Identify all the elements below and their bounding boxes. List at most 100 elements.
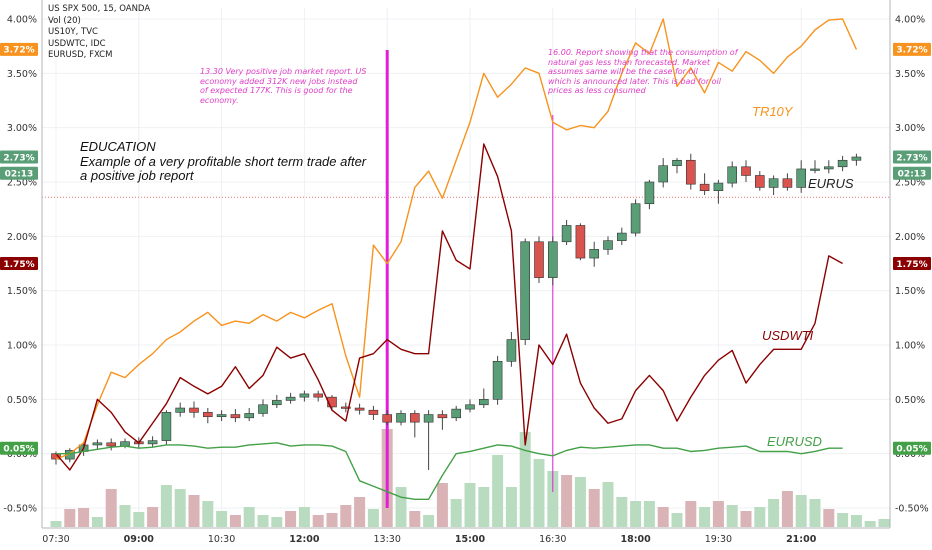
volume-bar (298, 507, 310, 527)
volume-bar (450, 499, 462, 527)
candle-body (340, 406, 351, 409)
legend: US SPX 500, 15, OANDA Vol (20) US10Y, TV… (48, 4, 150, 62)
volume-bar (367, 509, 379, 527)
volume-bar (643, 501, 655, 527)
candle-body (630, 203, 641, 234)
volume-bar (174, 489, 186, 527)
volume-bar (492, 455, 504, 527)
volume-bar (340, 505, 352, 527)
candle-body (575, 225, 586, 259)
price-badge-text-right: 0.05% (896, 445, 927, 455)
note-natural-gas-line: which is announced later. This is bad fo… (548, 76, 721, 86)
volume-bar (216, 511, 228, 527)
volume-bar (78, 508, 90, 527)
label-eurusd: EURUSD (767, 434, 822, 449)
education-text: EDUCATION Example of a very profitable s… (80, 139, 367, 184)
price-badge-text-left: 1.75% (3, 260, 34, 270)
price-badge-left (0, 441, 38, 455)
candle-body (534, 241, 544, 278)
price-badge-right (893, 257, 931, 270)
candle-body (465, 404, 475, 410)
candle-body (658, 165, 669, 183)
label-eurus: EURUS (808, 176, 854, 191)
candle-body (368, 409, 379, 415)
price-badge-right (893, 150, 931, 164)
series-line-eurusd (56, 442, 843, 501)
price-badge-text-right: 1.75% (896, 260, 927, 270)
volume-bar (326, 513, 338, 527)
volume-bar (671, 513, 683, 527)
volume-bar (754, 507, 766, 527)
candle-body (520, 241, 531, 340)
candle-body (823, 166, 834, 170)
volume-bar (602, 482, 614, 527)
volume-bar (409, 511, 421, 527)
price-badge-text-right: 02:13 (898, 170, 927, 180)
volume-bar (864, 521, 876, 527)
series-line-tr10y (55, 18, 858, 460)
volume-bar (64, 509, 76, 527)
candle-body (478, 399, 489, 406)
volume-bar (685, 501, 697, 527)
candle-body (754, 175, 765, 188)
price-badge-text-left: 2.73% (3, 153, 34, 163)
note-job-report-line: of expected 177K. This is good for the (200, 86, 353, 95)
candle-body (603, 240, 613, 250)
volume-bar (464, 483, 476, 527)
price-badge-text-left: 0.05% (3, 445, 34, 455)
price-badge-left (0, 257, 38, 270)
volume-bar (243, 507, 255, 527)
note-job-report: 13.30 Very positive job market report. U… (200, 67, 366, 105)
volume-bar (837, 513, 849, 527)
volume-bar (726, 505, 738, 527)
volume-bar (768, 499, 780, 527)
candle-body (161, 412, 172, 441)
volume-bar (850, 515, 862, 527)
candle-body (506, 339, 517, 362)
candle-body (299, 393, 310, 398)
note-job-report-line: 13.30 Very positive job market report. U… (200, 67, 367, 76)
volume-bar (699, 507, 711, 527)
y-tick-left: 4.00% (7, 15, 37, 26)
candle-body (106, 442, 116, 447)
volume-bar (91, 517, 103, 527)
volume-bar (202, 501, 214, 527)
price-badge-text-left: 3.72% (3, 46, 34, 56)
volume-bar (119, 505, 131, 527)
volume-bar (312, 515, 324, 527)
series-line-usdwti (55, 143, 843, 471)
candle-body (713, 182, 724, 191)
volume-bar (878, 519, 890, 527)
volume-bar (285, 511, 297, 527)
legend-usdwtc: USDWTC, IDC (48, 38, 106, 49)
volume-bar (160, 485, 172, 527)
volume-bar (561, 475, 573, 527)
volume-bar (505, 487, 517, 527)
note-natural-gas: 16.00. Report showing that the consumpti… (548, 48, 738, 96)
y-tick-left: -0.50% (3, 504, 37, 515)
education-line-2: Example of a very profitable short term … (80, 153, 367, 169)
candle-body (644, 181, 655, 205)
x-tick-label: 15:00 (455, 534, 486, 545)
note-job-report-line: economy. (200, 95, 239, 105)
candle-body (203, 412, 213, 418)
candle-body (589, 249, 600, 259)
label-usdwti: USDWTI (762, 328, 814, 343)
y-tick-right: 3.50% (895, 69, 925, 80)
candle-body (796, 168, 807, 188)
note-job-report-line: economy added 312K new jobs instead (200, 76, 358, 86)
y-tick-left: 3.00% (7, 123, 37, 134)
candle-body (313, 393, 324, 398)
volume-bar (574, 477, 586, 527)
price-badge-right (893, 166, 931, 180)
y-tick-left: 1.00% (7, 341, 37, 352)
education-title: EDUCATION (80, 139, 156, 154)
candle-body (423, 414, 434, 423)
legend-us10y: US10Y, TVC (48, 27, 98, 37)
candle-body (437, 414, 448, 419)
candle-body (327, 396, 337, 408)
note-natural-gas-line: 16.00. Report showing that the consumpti… (548, 48, 738, 57)
legend-vol: Vol (20) (48, 15, 81, 26)
volume-bar (547, 471, 559, 527)
